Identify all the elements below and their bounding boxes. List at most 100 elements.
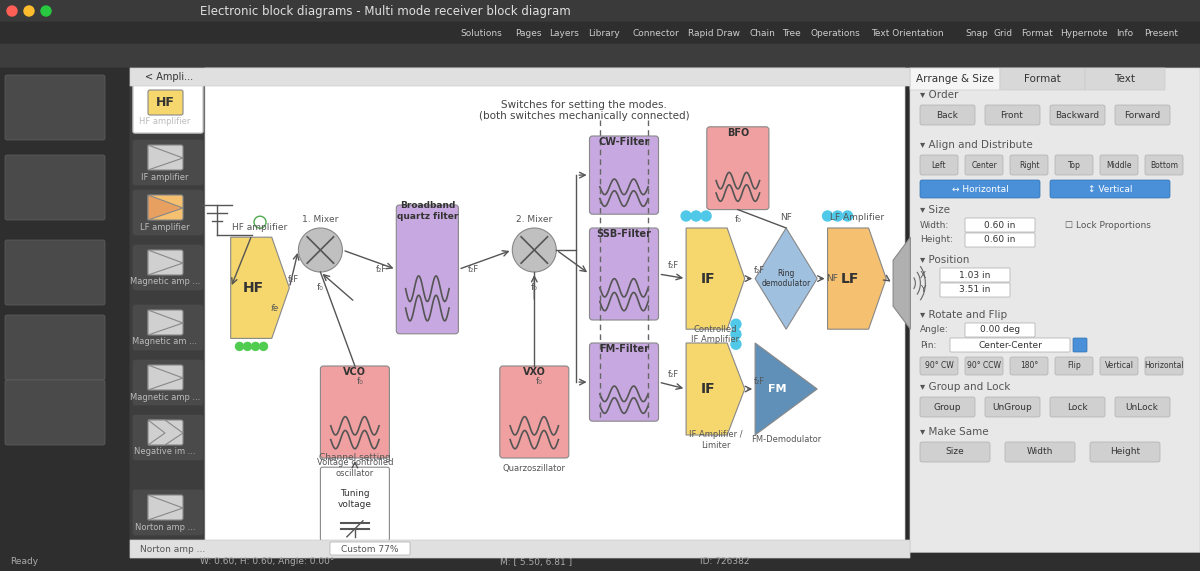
FancyBboxPatch shape [133,415,203,460]
Text: Magnetic am ...: Magnetic am ... [132,337,198,347]
FancyBboxPatch shape [133,190,203,235]
FancyBboxPatch shape [985,105,1040,125]
Text: W: 0.60, H: 0.60, Angle: 0.00°: W: 0.60, H: 0.60, Angle: 0.00° [200,557,335,566]
Circle shape [235,343,244,351]
Text: Magnetic amp ...: Magnetic amp ... [130,392,200,401]
FancyBboxPatch shape [950,338,1070,352]
Text: Tuning
voltage: Tuning voltage [338,489,372,509]
FancyBboxPatch shape [965,155,1003,175]
FancyBboxPatch shape [133,140,203,185]
Polygon shape [148,145,182,170]
Text: f₂F: f₂F [754,266,766,275]
Text: Layers: Layers [550,29,578,38]
FancyBboxPatch shape [0,44,1200,68]
FancyBboxPatch shape [0,68,130,571]
Text: HF amplifier: HF amplifier [233,223,288,232]
Circle shape [701,211,712,221]
Circle shape [822,211,833,221]
Polygon shape [148,250,182,275]
Text: Width: Width [1027,448,1054,456]
Text: Backward: Backward [1055,111,1099,119]
Text: Norton amp ...: Norton amp ... [140,545,205,553]
FancyBboxPatch shape [916,103,1195,138]
FancyBboxPatch shape [130,68,910,86]
FancyBboxPatch shape [148,310,182,335]
Text: VCO: VCO [343,367,366,377]
FancyBboxPatch shape [1145,357,1183,375]
Text: Center: Center [971,160,997,170]
FancyBboxPatch shape [1115,105,1170,125]
Circle shape [24,6,34,16]
Text: Voltage controlled
oscillator: Voltage controlled oscillator [317,459,394,478]
Text: f₀: f₀ [317,283,324,292]
FancyBboxPatch shape [148,365,182,390]
Circle shape [41,6,50,16]
Text: ▾ Rotate and Flip: ▾ Rotate and Flip [920,310,1007,320]
FancyBboxPatch shape [965,233,1034,247]
Polygon shape [148,365,182,390]
Text: Switches for setting the modes.
(both switches mechanically connected): Switches for setting the modes. (both sw… [479,99,690,121]
Circle shape [259,343,268,351]
Text: < Ampli...: < Ampli... [145,72,193,82]
Text: Snap: Snap [966,29,989,38]
Text: Arrange & Size: Arrange & Size [916,74,994,84]
Polygon shape [828,228,886,329]
FancyBboxPatch shape [920,397,974,417]
FancyBboxPatch shape [1090,442,1160,462]
Text: f₀: f₀ [530,283,538,292]
FancyBboxPatch shape [5,75,106,140]
Polygon shape [148,495,182,520]
Text: f₂F: f₂F [376,265,386,274]
Text: ▾ Size: ▾ Size [920,205,950,215]
FancyBboxPatch shape [396,205,458,334]
Circle shape [731,319,740,329]
Text: 90° CCW: 90° CCW [967,361,1001,371]
Text: f₂F: f₂F [754,376,766,385]
Text: Quarzoszillator: Quarzoszillator [503,464,566,472]
FancyBboxPatch shape [920,105,974,125]
Text: Solutions: Solutions [460,29,502,38]
FancyBboxPatch shape [1055,357,1093,375]
Text: 3.51 in: 3.51 in [959,286,991,295]
FancyBboxPatch shape [965,218,1034,232]
Polygon shape [148,310,182,335]
FancyBboxPatch shape [1145,155,1183,175]
Text: Pages: Pages [516,29,542,38]
Circle shape [731,339,740,349]
Text: Size: Size [946,448,965,456]
Circle shape [299,228,342,272]
Text: Vertical: Vertical [1104,361,1134,371]
Text: f₂F: f₂F [668,262,679,271]
FancyBboxPatch shape [965,357,1003,375]
Text: Norton amp ...: Norton amp ... [134,522,196,532]
Text: Grid: Grid [994,29,1013,38]
Text: 0.00 deg: 0.00 deg [980,325,1020,335]
Text: Info: Info [1116,29,1133,38]
FancyBboxPatch shape [920,442,990,462]
Text: Present: Present [1144,29,1178,38]
FancyBboxPatch shape [1055,155,1093,175]
Text: ▾ Group and Lock: ▾ Group and Lock [920,382,1010,392]
FancyBboxPatch shape [320,467,389,541]
Text: Left: Left [931,160,947,170]
Text: 1.03 in: 1.03 in [959,271,991,279]
Polygon shape [148,420,182,445]
FancyBboxPatch shape [148,495,182,520]
Circle shape [244,343,252,351]
Text: Lock: Lock [1067,403,1087,412]
Circle shape [7,6,17,16]
Text: Bottom: Bottom [1150,160,1178,170]
Text: Group: Group [934,403,961,412]
Text: f₀: f₀ [734,215,742,224]
Text: Back: Back [936,111,958,119]
FancyBboxPatch shape [985,397,1040,417]
Text: f₂F: f₂F [288,275,300,284]
Text: f₂F: f₂F [668,369,679,379]
FancyBboxPatch shape [148,420,182,445]
Text: X: X [920,271,926,279]
FancyBboxPatch shape [1006,442,1075,462]
Polygon shape [686,343,745,435]
Polygon shape [686,228,745,329]
FancyBboxPatch shape [1010,357,1048,375]
Polygon shape [755,343,817,435]
